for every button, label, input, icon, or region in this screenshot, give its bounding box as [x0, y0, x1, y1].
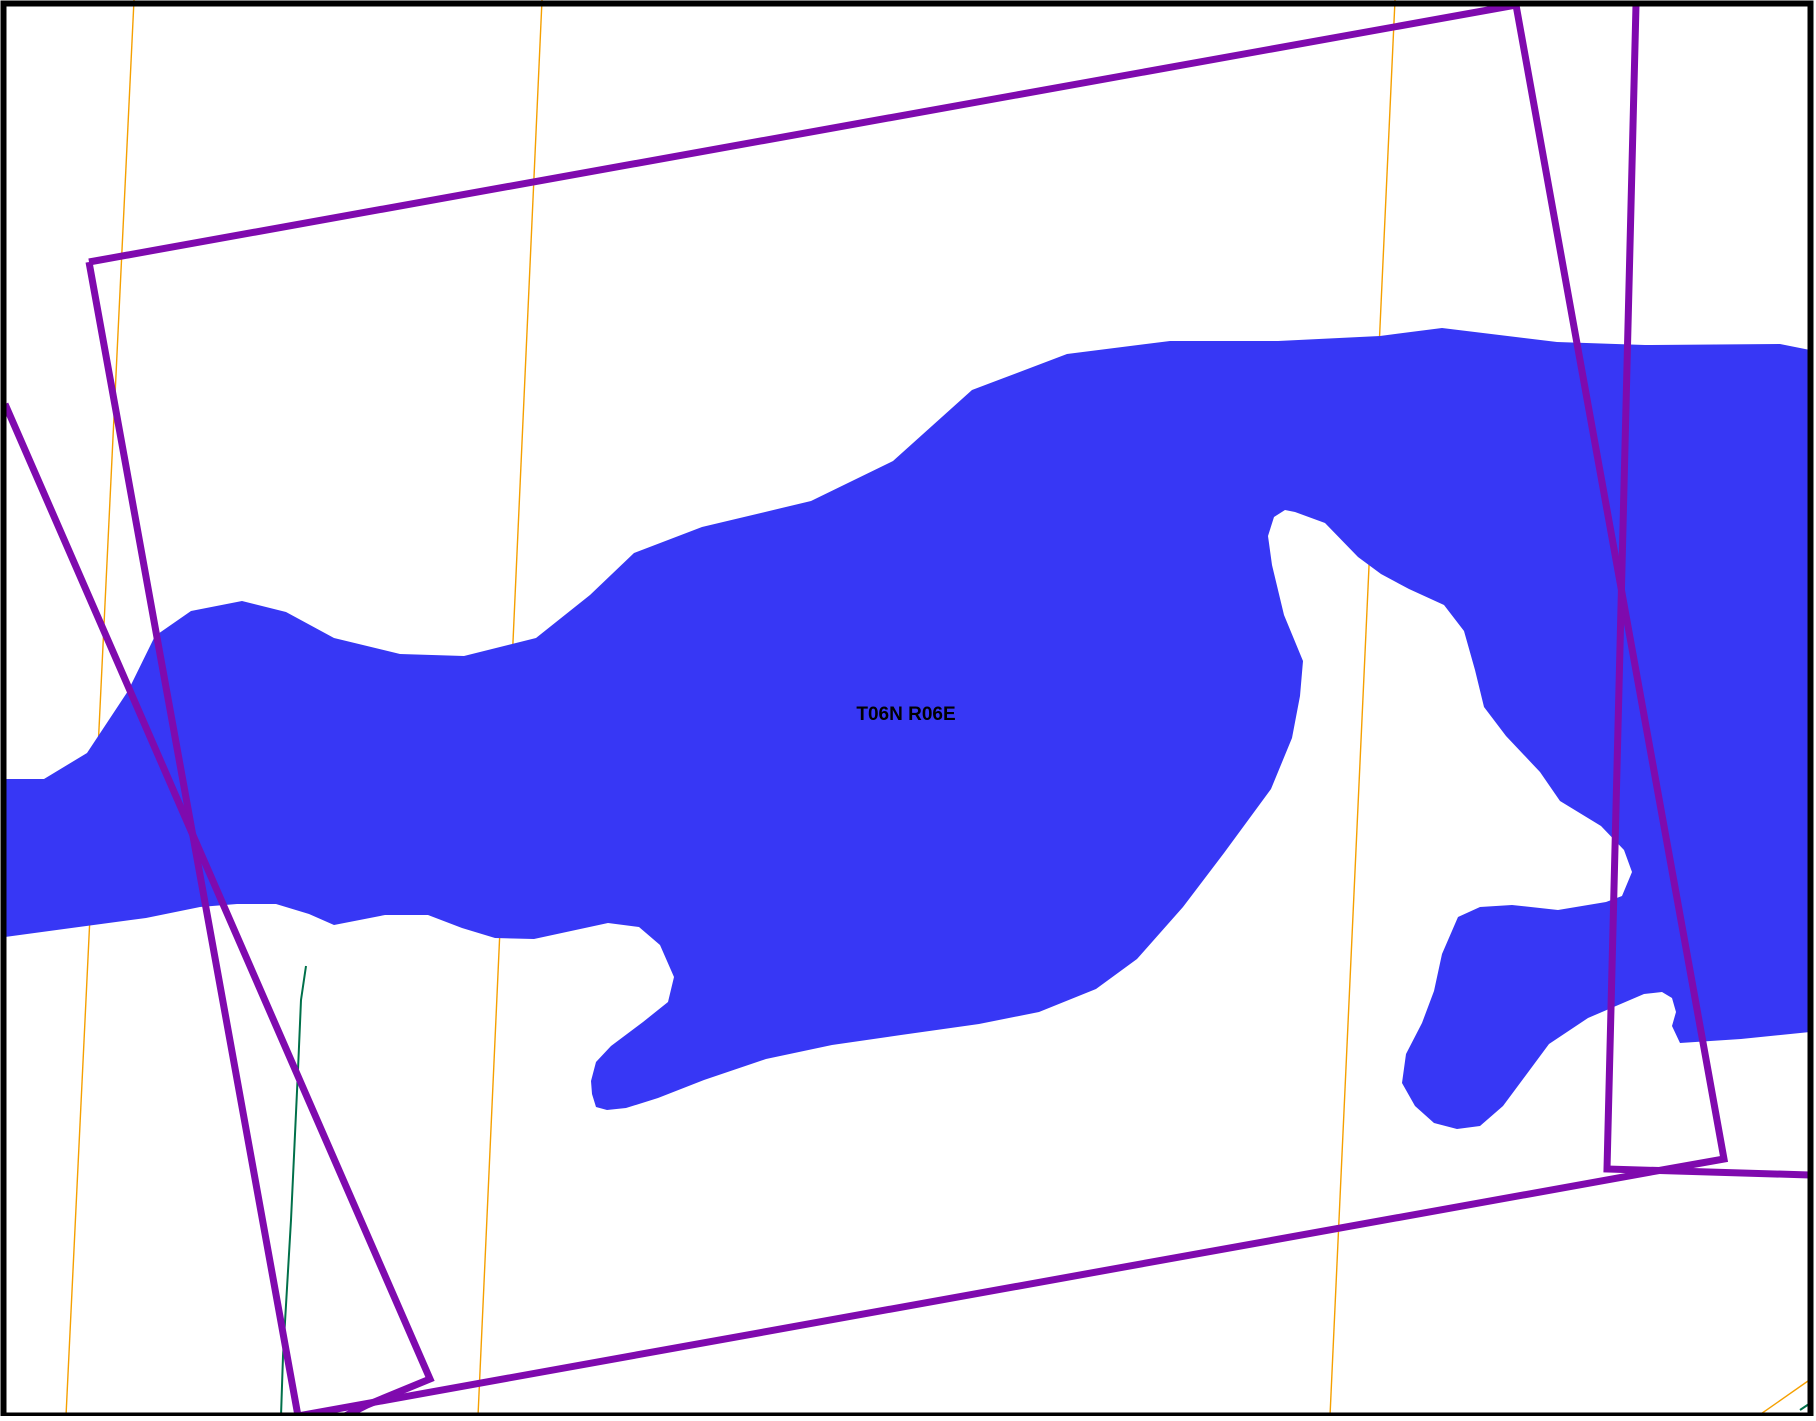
- road-line: [280, 965, 307, 1417]
- township-label: T06N R06E: [856, 704, 955, 725]
- grid-line: [65, 0, 135, 1417]
- parcel-boundary-right[interactable]: [1603, 4, 1811, 1179]
- parcel-boundary-main[interactable]: [85, 0, 1729, 1421]
- grid-line: [1329, 0, 1396, 1417]
- water-body[interactable]: [5, 328, 1810, 1129]
- grid-line: [1757, 1380, 1809, 1417]
- parcel-boundary-diagonal[interactable]: [1, 402, 435, 1420]
